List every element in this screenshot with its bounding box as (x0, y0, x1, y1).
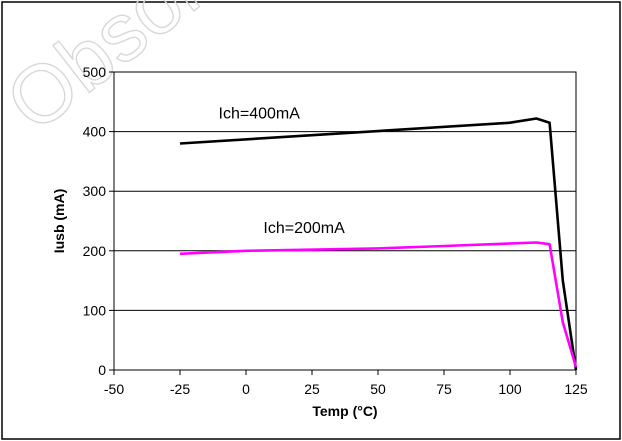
x-tick-label: 100 (498, 381, 522, 397)
x-tick-label: 125 (564, 381, 588, 397)
y-tick-label: 100 (83, 302, 107, 318)
plot-area (113, 71, 577, 371)
plot-border (113, 71, 577, 371)
x-axis-label: Temp (°C) (312, 403, 377, 419)
series-line-200ma (179, 241, 578, 368)
y-axis-label: Iusb (mA) (51, 189, 67, 254)
x-tick-label: -50 (104, 381, 124, 397)
x-tick-label: 75 (436, 381, 452, 397)
y-tick-label: 200 (83, 243, 107, 259)
annotation-400ma: Ich=400mA (219, 105, 301, 122)
annotation-200ma: Ich=200mA (263, 220, 345, 237)
series-group (179, 117, 578, 371)
y-tick-label: 400 (83, 124, 107, 140)
x-tick-label: 25 (304, 381, 320, 397)
x-tick-label: 0 (242, 381, 250, 397)
y-tick-label: 0 (98, 362, 106, 378)
x-tick-label: -25 (170, 381, 190, 397)
y-tick-label: 500 (83, 64, 107, 80)
labels-group: Ich=400mA Ich=200mA (219, 105, 346, 236)
x-tick-label: 50 (370, 381, 386, 397)
y-tick-label: 300 (83, 183, 107, 199)
axes: 0 100 200 300 400 500 -50 -25 0 25 50 75 100 125 Temp … (51, 64, 588, 419)
series-line-400ma (179, 117, 578, 371)
